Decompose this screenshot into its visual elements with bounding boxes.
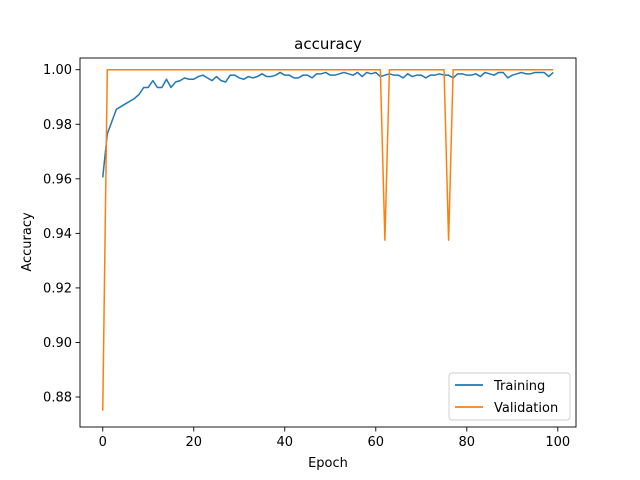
legend-label-validation: Validation bbox=[494, 401, 558, 416]
x-tick-label: 40 bbox=[276, 435, 293, 450]
series-line-validation bbox=[102, 68, 554, 411]
y-axis: 0.88 0.90 0.92 0.94 0.96 0.98 1.00 bbox=[43, 63, 80, 406]
y-tick-label: 0.90 bbox=[43, 336, 72, 351]
y-tick-label: 0.88 bbox=[43, 391, 72, 406]
x-axis-label: Epoch bbox=[308, 456, 348, 471]
legend: Training Validation bbox=[448, 372, 571, 421]
y-tick-label: 0.98 bbox=[43, 118, 72, 133]
y-tick-label: 0.96 bbox=[43, 172, 72, 187]
legend-label-training: Training bbox=[493, 379, 545, 394]
x-tick-label: 60 bbox=[368, 435, 385, 450]
y-axis-label: Accuracy bbox=[20, 212, 35, 272]
series-layer bbox=[102, 68, 554, 411]
x-tick-label: 20 bbox=[185, 435, 202, 450]
series-line-training bbox=[102, 71, 554, 178]
y-tick-label: 0.92 bbox=[43, 281, 72, 296]
plot-frame bbox=[79, 57, 577, 428]
chart-title: accuracy bbox=[294, 35, 362, 53]
y-tick-label: 1.00 bbox=[43, 63, 72, 78]
y-tick-label: 0.94 bbox=[43, 227, 72, 242]
x-tick-label: 80 bbox=[459, 435, 476, 450]
x-tick-label: 0 bbox=[99, 435, 107, 450]
x-tick-label: 100 bbox=[545, 435, 570, 450]
x-axis: 0 20 40 60 80 100 bbox=[99, 427, 570, 450]
